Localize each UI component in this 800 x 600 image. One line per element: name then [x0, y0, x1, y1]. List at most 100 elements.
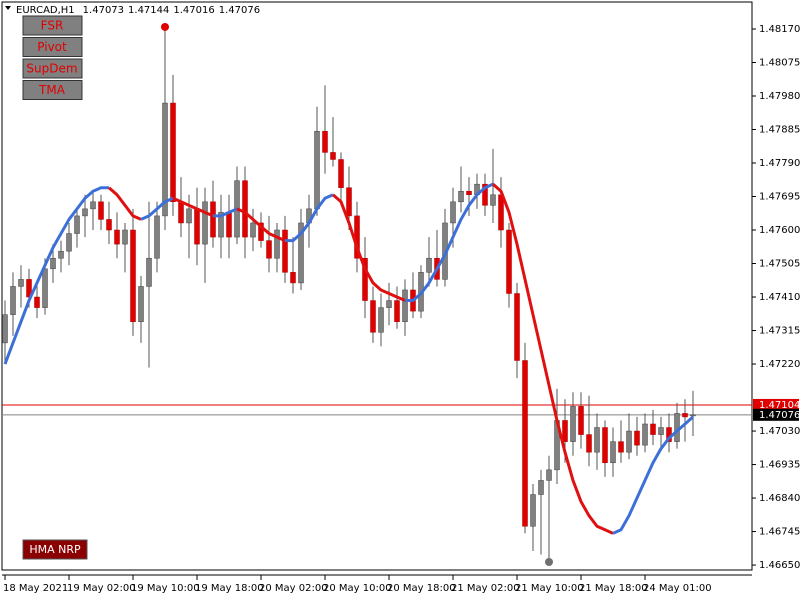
candle-body: [274, 229, 280, 259]
button-bg[interactable]: [22, 58, 83, 79]
button[interactable]: Pivot: [22, 37, 83, 57]
price-label: 1.47076: [759, 410, 800, 421]
candle-body: [194, 208, 200, 245]
candle-body: [250, 222, 256, 238]
hma-line: [236, 207, 286, 242]
button-label[interactable]: TMA: [38, 83, 66, 97]
ohlc-high: 1.47144: [128, 5, 169, 16]
candle-body: [618, 441, 624, 453]
y-tick-label: 1.48170: [759, 24, 800, 35]
candle-body: [258, 222, 264, 241]
candle-body: [50, 257, 56, 270]
candle-body: [154, 215, 160, 259]
candle-body: [266, 240, 272, 259]
candle-body: [394, 300, 400, 322]
x-tick-label: 20 May 10:00: [323, 583, 392, 594]
y-tick-label: 1.47980: [759, 91, 800, 102]
candle-body: [130, 229, 136, 322]
candle-body: [58, 250, 64, 259]
button-bg[interactable]: [22, 37, 83, 57]
hma-line: [108, 186, 142, 221]
candle-body: [42, 268, 48, 308]
candle-body: [378, 307, 384, 333]
y-tick-label: 1.46840: [759, 493, 800, 504]
x-tick-label: 21 May 02:00: [451, 583, 520, 594]
hma-line: [612, 415, 694, 535]
y-tick-label: 1.46745: [759, 527, 800, 538]
candle-body: [362, 257, 368, 301]
hma-line: [140, 196, 174, 221]
y-tick-label: 1.47315: [759, 326, 800, 337]
candle-body: [218, 212, 224, 238]
candle-body: [514, 293, 520, 361]
candle-body: [34, 296, 40, 308]
header: EURCAD,H1 1.47073 1.47144 1.47016 1.47076: [16, 5, 260, 16]
x-tick-label: 19 May 18:00: [195, 583, 264, 594]
price-box: [753, 408, 799, 421]
candle-body: [402, 289, 408, 322]
candle-body: [114, 229, 120, 245]
candle-body: [458, 190, 464, 203]
ask-box: [753, 398, 799, 411]
menu-arrow[interactable]: [5, 6, 11, 10]
candle-body: [506, 229, 512, 294]
x-tick-label: 19 May 02:00: [67, 583, 136, 594]
candle-body: [82, 208, 88, 217]
candle-body: [562, 420, 568, 442]
candle-body: [122, 229, 128, 245]
high-marker: [161, 22, 169, 31]
button[interactable]: TMA: [22, 80, 83, 100]
indicator-button[interactable]: HMA NRP: [22, 539, 88, 560]
y-tick-label: 1.47790: [759, 158, 800, 169]
candle-body: [682, 413, 688, 418]
y-tick-label: 1.47505: [759, 259, 800, 270]
button-bg[interactable]: [22, 15, 83, 36]
button-label[interactable]: Pivot: [37, 40, 67, 54]
candle-body: [530, 494, 536, 527]
button-label[interactable]: FSR: [41, 19, 64, 33]
candle-body: [482, 183, 488, 206]
candle-body: [186, 208, 192, 224]
candle-body: [602, 427, 608, 464]
candle-body: [386, 300, 392, 308]
candle-body: [522, 360, 528, 527]
candle-body: [314, 131, 320, 210]
button-bg[interactable]: [22, 539, 88, 560]
candle-body: [106, 219, 112, 231]
ask-label: 1.47104: [759, 400, 800, 411]
candle-body: [242, 180, 248, 238]
y-tick-label: 1.47410: [759, 292, 800, 303]
candle-body: [538, 480, 544, 495]
hma-line: [172, 196, 214, 218]
candle-body: [634, 430, 640, 446]
button[interactable]: FSR: [22, 15, 83, 36]
candle-body: [290, 272, 296, 284]
candle-body: [2, 314, 8, 344]
ohlc-close: 1.47076: [219, 5, 260, 16]
symbol: EURCAD,H1: [16, 5, 75, 16]
candle-body: [466, 190, 472, 195]
button-label[interactable]: HMA NRP: [29, 543, 81, 556]
x-tick-label: 20 May 18:00: [387, 583, 456, 594]
candle-body: [546, 469, 552, 481]
hma-line: [213, 207, 238, 218]
button-label[interactable]: SupDem: [26, 62, 77, 76]
x-tick-label: 19 May 10:00: [131, 583, 200, 594]
candle-body: [202, 201, 208, 245]
candle-body: [610, 441, 616, 464]
y-tick-label: 1.47600: [759, 225, 800, 236]
x-tick-label: 20 May 02:00: [259, 583, 328, 594]
candle-body: [426, 257, 432, 273]
candle-body: [594, 427, 600, 453]
button-bg[interactable]: [22, 80, 83, 100]
candle-body: [178, 201, 184, 224]
candle-body: [338, 159, 344, 188]
candle-body: [74, 215, 80, 234]
candle-body: [322, 131, 328, 153]
button[interactable]: SupDem: [22, 58, 83, 79]
hma-line: [405, 182, 494, 303]
y-tick-label: 1.47220: [759, 359, 800, 370]
candle-body: [570, 406, 576, 442]
y-tick-label: 1.48075: [759, 57, 800, 68]
low-marker: [545, 558, 553, 567]
